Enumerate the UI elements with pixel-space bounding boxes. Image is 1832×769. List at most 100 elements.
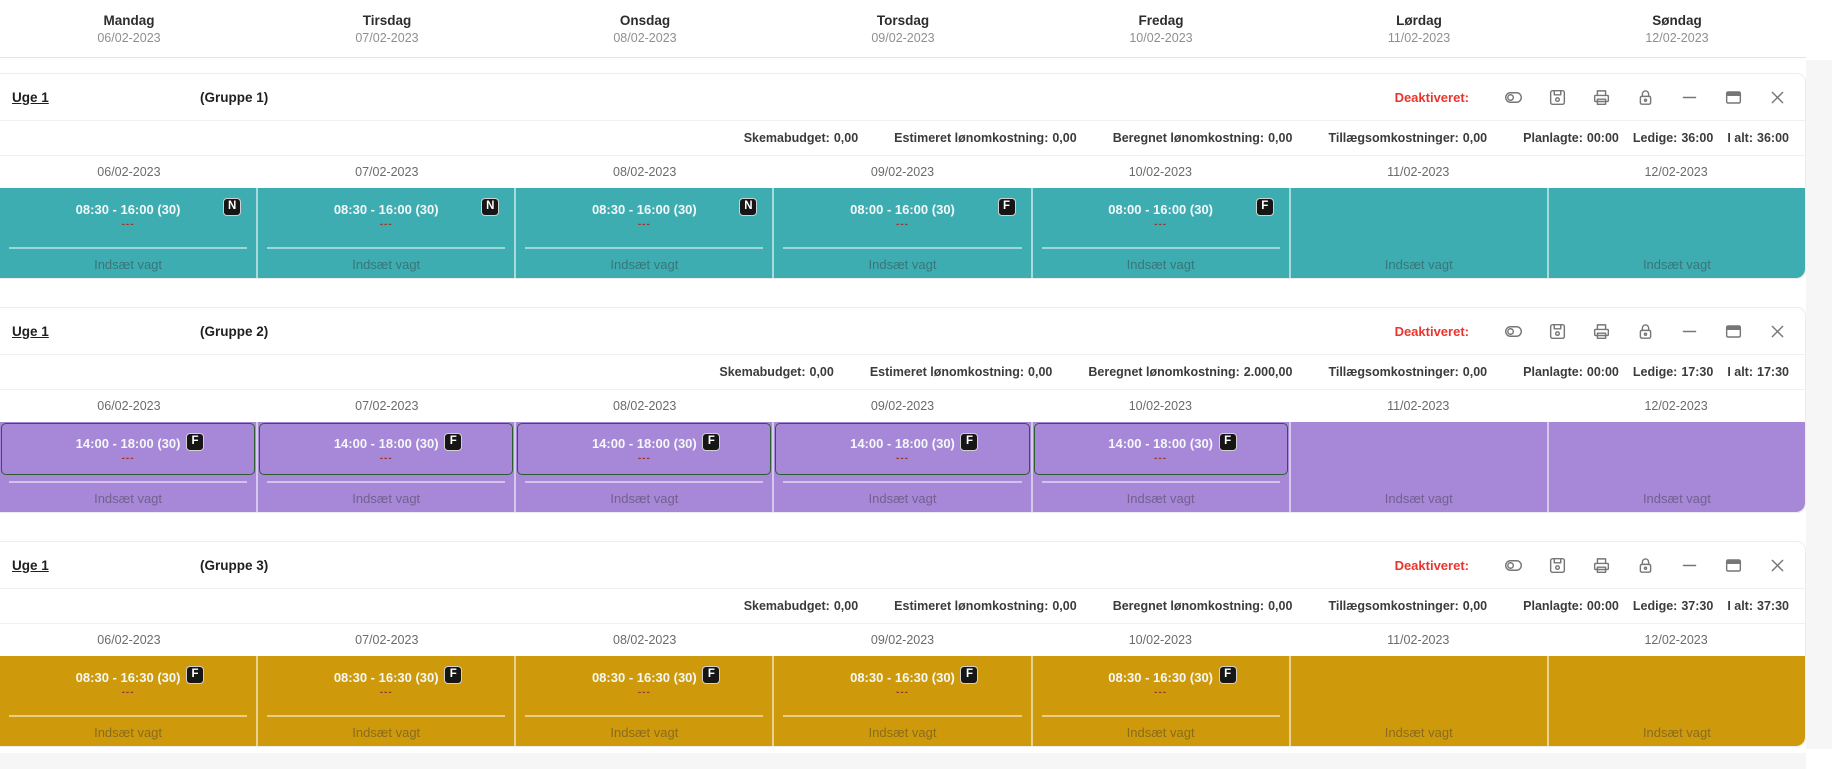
cell-divider xyxy=(267,481,506,483)
minimize-icon[interactable] xyxy=(1679,87,1699,107)
day-cell[interactable]: 08:00 - 16:00 (30) --- F Indsæt vagt xyxy=(1033,188,1291,278)
shift-dashes: --- xyxy=(379,218,393,230)
day-cell[interactable]: 08:30 - 16:30 (30) --- F Indsæt vagt xyxy=(1033,656,1291,746)
day-cell[interactable]: 08:30 - 16:00 (30) --- N Indsæt vagt xyxy=(516,188,775,278)
print-icon[interactable] xyxy=(1591,321,1611,341)
insert-shift-label[interactable]: Indsæt vagt xyxy=(94,257,163,272)
insert-shift-label[interactable]: Indsæt vagt xyxy=(1642,725,1711,740)
cell-divider xyxy=(267,247,506,249)
shift-block[interactable]: 08:30 - 16:00 (30) --- N xyxy=(259,189,513,241)
day-cell[interactable]: Indsæt vagt xyxy=(1549,188,1805,278)
day-cell[interactable]: Indsæt vagt xyxy=(1549,656,1805,746)
cell-divider xyxy=(1041,481,1280,483)
day-cell[interactable]: 08:30 - 16:30 (30) --- F Indsæt vagt xyxy=(258,656,517,746)
insert-shift-label[interactable]: Indsæt vagt xyxy=(352,257,421,272)
day-cell[interactable]: 14:00 - 18:00 (30) --- F Indsæt vagt xyxy=(1033,422,1291,512)
lock-icon[interactable] xyxy=(1635,555,1655,575)
shift-block[interactable]: 08:30 - 16:30 (30) --- F xyxy=(775,657,1029,709)
shift-dashes: --- xyxy=(379,452,393,464)
toggle-icon[interactable] xyxy=(1503,321,1523,341)
shift-block[interactable]: 14:00 - 18:00 (30) --- F xyxy=(1,423,256,475)
insert-shift-label[interactable]: Indsæt vagt xyxy=(868,491,937,506)
window-icon[interactable] xyxy=(1723,87,1743,107)
insert-shift-label[interactable]: Indsæt vagt xyxy=(1642,491,1711,506)
close-icon[interactable] xyxy=(1767,555,1787,575)
shift-block[interactable]: 14:00 - 18:00 (30) --- F xyxy=(259,423,514,475)
insert-shift-label[interactable]: Indsæt vagt xyxy=(1384,725,1453,740)
day-cell[interactable]: 08:30 - 16:30 (30) --- F Indsæt vagt xyxy=(774,656,1033,746)
minimize-icon[interactable] xyxy=(1679,555,1699,575)
insert-shift-label[interactable]: Indsæt vagt xyxy=(610,491,679,506)
day-cell[interactable]: 08:30 - 16:00 (30) --- N Indsæt vagt xyxy=(258,188,517,278)
bottom-strip xyxy=(0,753,1806,769)
insert-shift-label[interactable]: Indsæt vagt xyxy=(610,257,679,272)
lock-icon[interactable] xyxy=(1635,87,1655,107)
window-icon[interactable] xyxy=(1723,555,1743,575)
date-cell: 09/02-2023 xyxy=(870,633,935,647)
stat-value: 0,00 xyxy=(1052,131,1077,145)
lock-icon[interactable] xyxy=(1635,321,1655,341)
toggle-icon[interactable] xyxy=(1503,555,1523,575)
day-cell[interactable]: 08:30 - 16:30 (30) --- F Indsæt vagt xyxy=(0,656,259,746)
day-cell[interactable]: 14:00 - 18:00 (30) --- F Indsæt vagt xyxy=(0,422,259,512)
window-icon[interactable] xyxy=(1723,321,1743,341)
shift-block[interactable]: 14:00 - 18:00 (30) --- F xyxy=(775,423,1030,475)
shift-block[interactable]: 08:00 - 16:00 (30) --- F xyxy=(775,189,1029,241)
shift-dashes: --- xyxy=(895,686,909,698)
minimize-icon[interactable] xyxy=(1679,321,1699,341)
group-header-row: Uge 1 (Gruppe 1) Deaktiveret: xyxy=(0,74,1805,120)
day-cell[interactable]: Indsæt vagt xyxy=(1291,656,1549,746)
insert-shift-label[interactable]: Indsæt vagt xyxy=(868,257,937,272)
day-cell[interactable]: 14:00 - 18:00 (30) --- F Indsæt vagt xyxy=(258,422,517,512)
shift-block[interactable]: 08:30 - 16:30 (30) --- F xyxy=(259,657,513,709)
week-group-section: Uge 1 (Gruppe 3) Deaktiveret: xyxy=(0,541,1806,747)
insert-shift-label[interactable]: Indsæt vagt xyxy=(610,725,679,740)
day-cell[interactable]: Indsæt vagt xyxy=(1549,422,1805,512)
insert-shift-label[interactable]: Indsæt vagt xyxy=(1384,491,1453,506)
day-cell[interactable]: 14:00 - 18:00 (30) --- F Indsæt vagt xyxy=(774,422,1033,512)
day-cell[interactable]: 08:30 - 16:00 (30) --- N Indsæt vagt xyxy=(0,188,259,278)
shift-block[interactable]: 08:30 - 16:00 (30) --- N xyxy=(1,189,255,241)
day-cell[interactable]: 14:00 - 18:00 (30) --- F Indsæt vagt xyxy=(516,422,775,512)
shift-block[interactable]: 08:30 - 16:30 (30) --- F xyxy=(517,657,771,709)
shift-block[interactable]: 08:00 - 16:00 (30) --- F xyxy=(1034,189,1288,241)
stat-item: Tillægsomkostninger: 0,00 xyxy=(1328,365,1487,379)
shift-type-badge: F xyxy=(1255,198,1274,216)
toggle-icon[interactable] xyxy=(1503,87,1523,107)
shift-block[interactable]: 08:30 - 16:30 (30) --- F xyxy=(1034,657,1288,709)
day-header-col: Lørdag 11/02-2023 xyxy=(1290,13,1548,45)
day-cell[interactable]: 08:00 - 16:00 (30) --- F Indsæt vagt xyxy=(774,188,1033,278)
insert-shift-label[interactable]: Indsæt vagt xyxy=(1642,257,1711,272)
shift-block[interactable]: 08:30 - 16:00 (30) --- N xyxy=(517,189,771,241)
group-toolbar xyxy=(1503,321,1787,341)
day-cell[interactable]: 08:30 - 16:30 (30) --- F Indsæt vagt xyxy=(516,656,775,746)
insert-shift-label[interactable]: Indsæt vagt xyxy=(1126,725,1195,740)
stat-value: 0,00 xyxy=(1462,365,1488,379)
insert-shift-label[interactable]: Indsæt vagt xyxy=(1126,257,1195,272)
close-icon[interactable] xyxy=(1767,87,1787,107)
day-cell[interactable]: Indsæt vagt xyxy=(1291,188,1549,278)
save-icon[interactable] xyxy=(1547,321,1567,341)
print-icon[interactable] xyxy=(1591,87,1611,107)
day-cell[interactable]: Indsæt vagt xyxy=(1291,422,1549,512)
insert-shift-label[interactable]: Indsæt vagt xyxy=(1126,491,1195,506)
insert-shift-label[interactable]: Indsæt vagt xyxy=(1384,257,1453,272)
insert-shift-label[interactable]: Indsæt vagt xyxy=(352,725,421,740)
stat-item: Beregnet lønomkostning: 0,00 xyxy=(1113,131,1293,145)
shift-block[interactable]: 08:30 - 16:30 (30) --- F xyxy=(1,657,255,709)
insert-shift-label[interactable]: Indsæt vagt xyxy=(94,725,163,740)
shift-block[interactable]: 14:00 - 18:00 (30) --- F xyxy=(517,423,772,475)
shift-block[interactable]: 14:00 - 18:00 (30) --- F xyxy=(1033,423,1288,475)
day-header-col: Søndag 12/02-2023 xyxy=(1548,13,1806,45)
insert-shift-label[interactable]: Indsæt vagt xyxy=(868,725,937,740)
close-icon[interactable] xyxy=(1767,321,1787,341)
insert-shift-label[interactable]: Indsæt vagt xyxy=(352,491,421,506)
insert-shift-label[interactable]: Indsæt vagt xyxy=(94,491,163,506)
week-label-link[interactable]: Uge 1 xyxy=(12,89,49,105)
shift-type-badge: F xyxy=(702,433,721,451)
week-label-link[interactable]: Uge 1 xyxy=(12,323,49,339)
week-label-link[interactable]: Uge 1 xyxy=(12,557,49,573)
print-icon[interactable] xyxy=(1591,555,1611,575)
save-icon[interactable] xyxy=(1547,555,1567,575)
save-icon[interactable] xyxy=(1547,87,1567,107)
